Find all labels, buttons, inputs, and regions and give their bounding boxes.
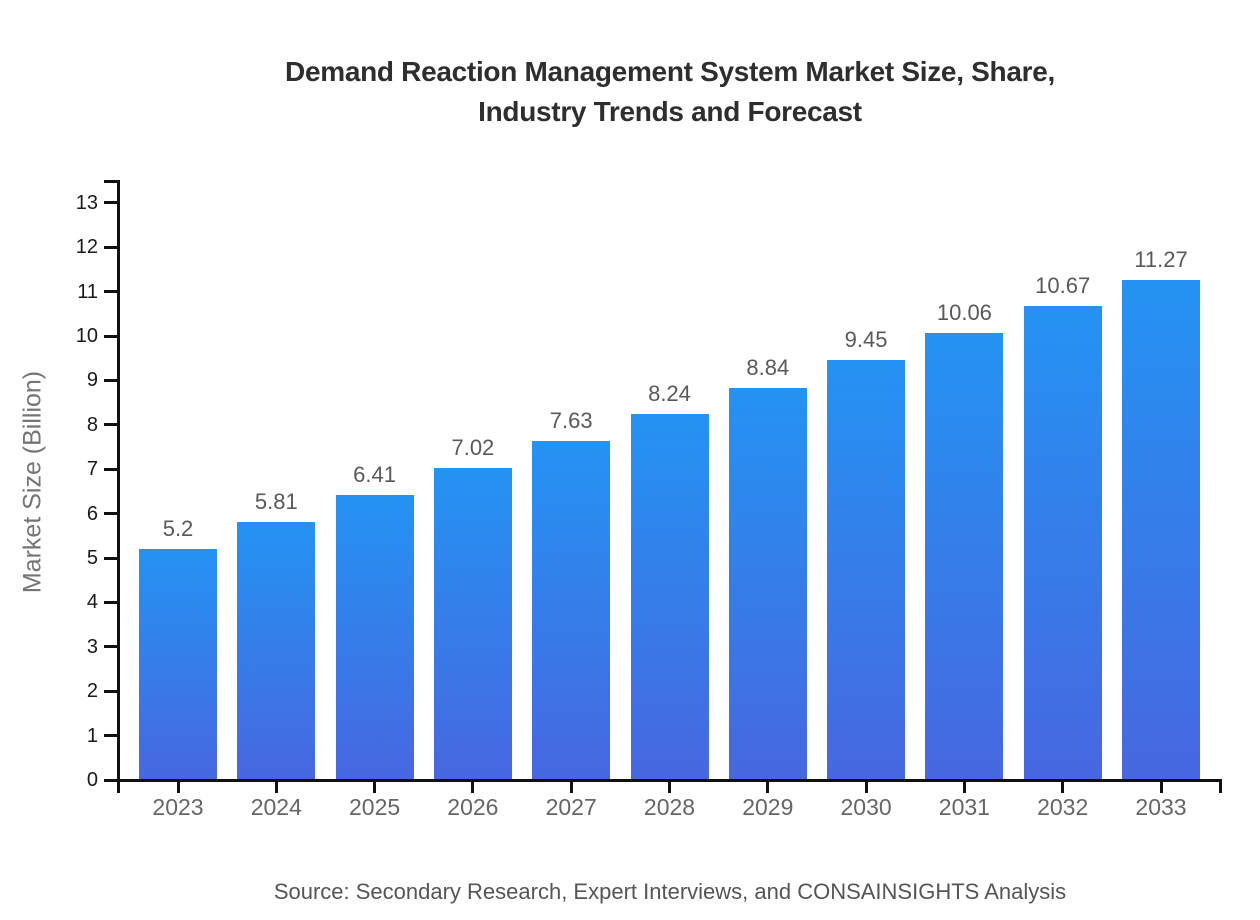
bar-2024 [237,522,316,779]
x-tick [766,779,770,793]
x-tick [1159,779,1163,793]
x-tick-label-2030: 2030 [840,794,892,820]
x-tick [373,779,377,793]
value-label-2027: 7.63 [549,408,593,433]
bar-2031 [925,333,1004,779]
y-tick-label: 7 [86,458,98,481]
y-tick [104,600,118,604]
y-tick [104,467,118,471]
x-tick [962,779,966,793]
y-tick-label: 8 [86,413,98,436]
value-label-2024: 5.81 [254,489,298,514]
y-tick-label: 3 [86,635,98,658]
value-label-2032: 10.67 [1035,273,1091,298]
y-tick-label: 4 [86,591,98,614]
bar-2033 [1122,280,1200,779]
y-tick-label: 12 [75,236,98,259]
y-tick-label: 10 [75,325,98,347]
y-tick [104,512,118,516]
x-tick-label-2023: 2023 [152,794,204,820]
bar-2026 [433,468,512,779]
y-tick-label: 0 [86,769,98,791]
x-tick [1061,779,1065,793]
value-label-2029: 8.84 [746,355,790,380]
value-label-2026: 7.02 [451,435,495,460]
y-axis-end-tick [104,180,120,183]
x-tick [176,779,180,793]
y-tick [104,290,118,294]
value-label-2031: 10.06 [936,300,992,325]
x-tick-label-2026: 2026 [447,794,499,820]
y-tick-label: 1 [86,724,98,747]
x-tick [471,779,475,793]
x-tick-label-2027: 2027 [545,794,597,820]
value-label-2030: 9.45 [844,327,888,352]
y-tick [104,778,118,782]
x-tick-label-2028: 2028 [643,794,696,820]
y-axis-line [117,180,120,793]
x-tick-label-2025: 2025 [349,794,401,820]
value-label-2028: 8.24 [648,381,691,406]
y-tick [104,334,118,338]
bar-2032 [1023,306,1102,779]
y-tick [104,201,118,205]
y-tick [104,689,118,693]
y-tick-label: 6 [86,502,98,525]
y-tick-label: 9 [86,369,98,392]
x-tick [569,779,573,793]
y-tick [104,378,118,382]
value-label-2033: 11.27 [1134,247,1188,272]
y-tick-label: 2 [86,680,98,703]
x-tick [668,779,671,793]
chart-title: Demand Reaction Management System Market… [285,56,1055,127]
x-axis-end-tick [1219,779,1222,793]
x-tick-label-2031: 2031 [938,794,990,820]
source-note: Source: Secondary Research, Expert Inter… [273,879,1067,904]
y-tick [104,423,118,427]
x-tick-label-2029: 2029 [742,794,794,820]
x-tick-label-2032: 2032 [1037,794,1089,820]
x-tick-label-2024: 2024 [250,794,302,820]
y-tick [104,245,118,249]
bar-2023 [139,549,217,779]
x-tick [864,779,868,793]
y-tick [104,734,118,738]
bar-2025 [335,495,414,779]
y-tick-label: 5 [86,547,98,569]
x-tick-label-2033: 2033 [1135,794,1187,820]
y-tick-label: 11 [77,280,98,303]
value-label-2025: 6.41 [353,462,396,487]
y-tick [104,645,118,649]
y-tick [104,556,118,560]
bar-2030 [827,360,906,779]
bar-2028 [630,414,709,779]
value-label-2023: 5.2 [162,516,194,541]
bar-2027 [532,441,611,779]
x-tick [274,779,278,793]
y-tick-label: 13 [75,191,98,214]
bar-2029 [728,388,807,779]
